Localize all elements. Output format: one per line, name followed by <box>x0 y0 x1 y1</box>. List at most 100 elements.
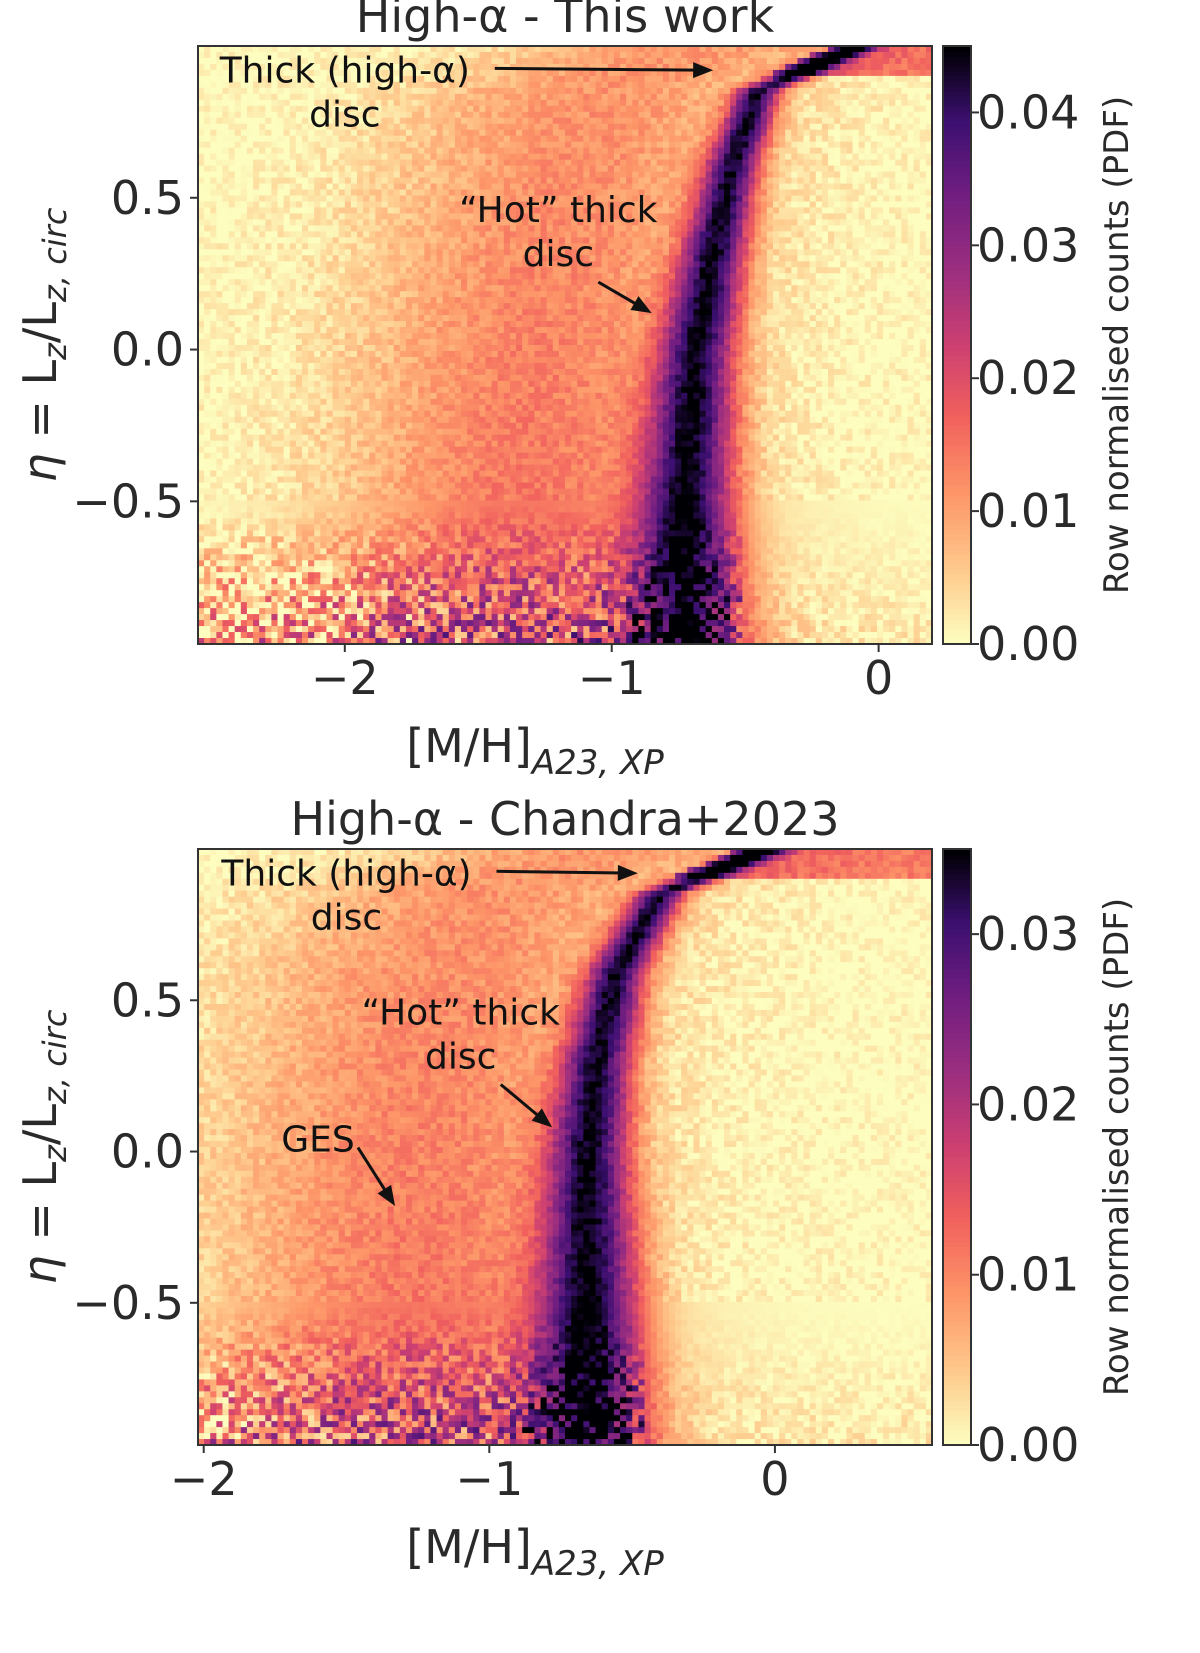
heatmap-cell <box>834 231 841 238</box>
heatmap-cell <box>571 147 578 155</box>
heatmap-cell <box>326 153 334 161</box>
heatmap-cell <box>870 243 878 250</box>
heatmap-cell <box>675 99 682 107</box>
heatmap-cell <box>754 255 762 262</box>
heatmap-cell <box>919 81 927 89</box>
heatmap-cell <box>216 261 224 268</box>
heatmap-cell <box>797 99 805 107</box>
heatmap-cell <box>803 46 811 53</box>
heatmap-cell <box>430 159 438 167</box>
heatmap-cell <box>516 105 523 113</box>
heatmap-cell <box>216 93 224 101</box>
heatmap-cell <box>870 225 878 232</box>
heatmap-cell <box>668 93 676 101</box>
heatmap-cell <box>448 147 456 155</box>
heatmap-cell <box>724 81 731 89</box>
heatmap-cell <box>283 159 291 167</box>
heatmap-cell <box>375 273 383 280</box>
heatmap-cell <box>210 171 217 179</box>
heatmap-cell <box>662 75 670 83</box>
heatmap-cell <box>399 93 407 101</box>
heatmap-cell <box>760 225 768 232</box>
heatmap-cell <box>779 285 786 292</box>
heatmap-cell <box>479 213 487 221</box>
heatmap-cell <box>815 147 823 155</box>
heatmap-cell <box>289 57 297 65</box>
heatmap-cell <box>693 285 701 292</box>
heatmap-cell <box>748 46 756 53</box>
heatmap-cell <box>620 249 627 256</box>
heatmap-cell <box>913 225 921 232</box>
heatmap-cell <box>246 225 254 232</box>
heatmap-cell <box>668 63 676 71</box>
heatmap-cell <box>222 57 230 65</box>
heatmap-cell <box>240 195 248 203</box>
heatmap-cell <box>925 153 933 161</box>
heatmap-cell <box>699 135 707 143</box>
heatmap-cell <box>889 267 896 274</box>
heatmap-cell <box>901 267 909 274</box>
heatmap-cell <box>491 57 499 65</box>
heatmap-cell <box>797 75 805 83</box>
heatmap-cell <box>375 291 383 298</box>
heatmap-cell <box>234 87 242 95</box>
heatmap-cell <box>565 135 572 143</box>
heatmap-cell <box>558 189 566 197</box>
heatmap-cell <box>222 285 230 292</box>
heatmap-cell <box>809 255 817 262</box>
heatmap-cell <box>369 225 376 232</box>
heatmap-cell <box>399 195 407 203</box>
heatmap-cell <box>344 207 352 215</box>
heatmap-cell <box>393 213 401 221</box>
heatmap-cell <box>876 63 884 71</box>
heatmap-cell <box>295 201 303 209</box>
heatmap-cell <box>785 153 792 161</box>
heatmap-cell <box>736 75 743 83</box>
heatmap-cell <box>528 195 536 203</box>
heatmap-cell <box>246 153 254 161</box>
heatmap-cell <box>326 189 334 197</box>
heatmap-cell <box>430 285 438 292</box>
heatmap-cell <box>797 249 805 256</box>
heatmap-cell <box>350 267 358 274</box>
heatmap-cell <box>772 231 780 238</box>
heatmap-cell <box>864 69 872 77</box>
heatmap-cell <box>320 147 328 155</box>
heatmap-cell <box>289 153 297 161</box>
heatmap-cell <box>840 159 847 167</box>
heatmap-cell <box>803 279 811 286</box>
heatmap-cell <box>491 279 499 286</box>
heatmap-cell <box>265 171 272 179</box>
heatmap-cell <box>240 111 248 119</box>
heatmap-cell <box>387 207 395 215</box>
heatmap-cell <box>809 141 817 149</box>
heatmap-cell <box>534 171 542 179</box>
heatmap-cell <box>583 63 591 71</box>
heatmap-cell <box>228 51 236 59</box>
heatmap-cell <box>711 57 719 65</box>
heatmap-cell <box>497 183 505 191</box>
heatmap-cell <box>876 99 884 107</box>
heatmap-cell <box>834 141 841 149</box>
heatmap-cell <box>387 51 395 59</box>
heatmap-cell <box>730 171 737 179</box>
heatmap-cell <box>210 201 217 209</box>
heatmap-cell <box>913 249 921 256</box>
heatmap-cell <box>320 189 328 197</box>
heatmap-cell <box>632 117 639 125</box>
heatmap-cell <box>308 165 315 173</box>
heatmap-cell <box>607 147 615 155</box>
heatmap-cell <box>754 141 762 149</box>
heatmap-cell <box>210 189 217 197</box>
heatmap-cell <box>638 237 646 244</box>
heatmap-cell <box>442 189 450 197</box>
heatmap-cell <box>785 219 792 226</box>
heatmap-cell <box>503 81 511 89</box>
heatmap-cell <box>925 141 933 149</box>
heatmap-cell <box>613 237 621 244</box>
heatmap-cell <box>834 87 841 95</box>
heatmap-cell <box>626 75 633 83</box>
heatmap-cell <box>583 87 591 95</box>
heatmap-cell <box>638 135 646 143</box>
heatmap-cell <box>283 225 291 232</box>
